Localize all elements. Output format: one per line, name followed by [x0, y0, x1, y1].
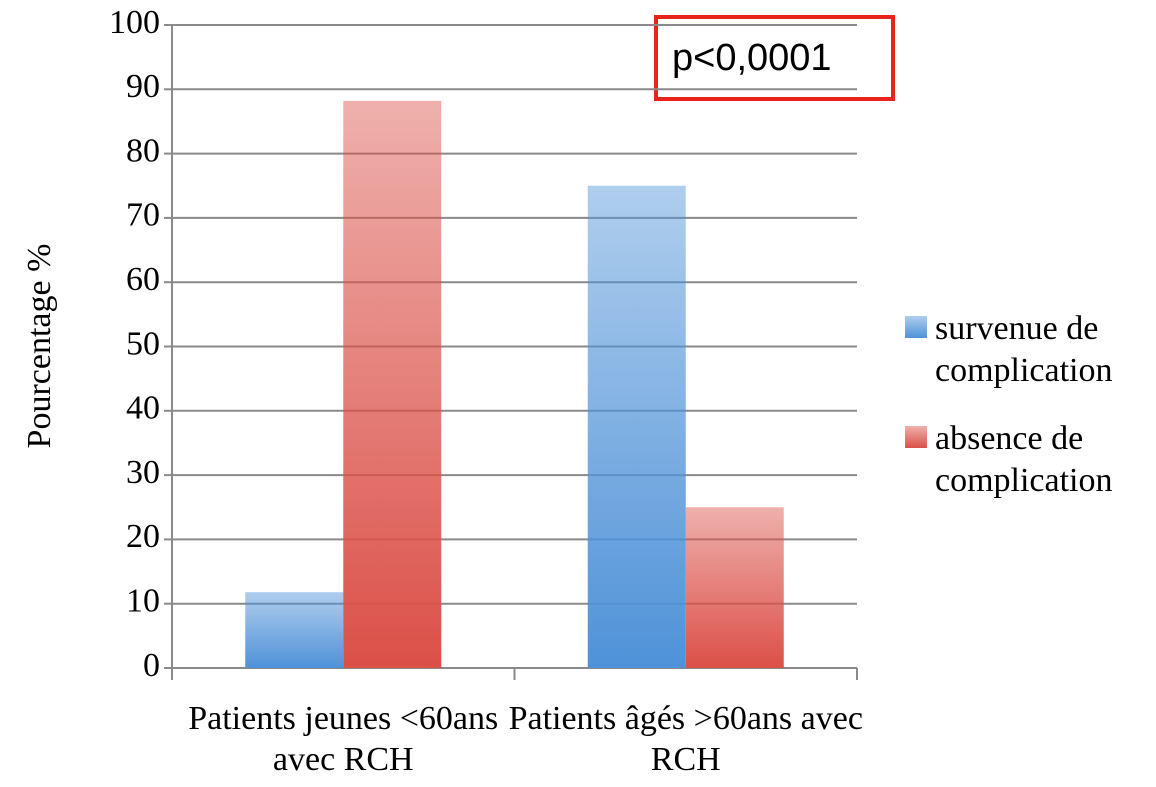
y-tick-label: 80	[126, 132, 160, 169]
x-tick-label: Patients jeunes <60ans avec RCH	[188, 700, 499, 778]
legend-label: survenue de complication	[935, 310, 1113, 389]
legend-swatch	[905, 426, 927, 448]
y-tick-label: 90	[126, 68, 160, 105]
y-tick-label: 20	[126, 518, 160, 555]
y-tick-label: 60	[126, 261, 160, 298]
y-tick-label: 100	[109, 4, 160, 41]
y-tick-label: 0	[143, 647, 160, 684]
legend-label: absence de complication	[935, 420, 1113, 499]
bar	[245, 592, 344, 668]
y-tick-label: 30	[126, 454, 160, 491]
x-tick-label: Patients âgés >60ans avec RCH	[508, 700, 863, 778]
y-tick-label: 40	[126, 390, 160, 427]
y-axis-label: Pourcentage %	[21, 244, 58, 449]
legend-swatch	[905, 316, 927, 338]
bar	[343, 100, 442, 668]
y-tick-label: 50	[126, 325, 160, 362]
bar	[685, 507, 784, 668]
bar	[587, 185, 686, 668]
y-tick-label: 70	[126, 197, 160, 234]
annotation: p<0,0001	[672, 37, 832, 79]
y-tick-label: 10	[126, 582, 160, 619]
annotation-box	[654, 15, 895, 101]
